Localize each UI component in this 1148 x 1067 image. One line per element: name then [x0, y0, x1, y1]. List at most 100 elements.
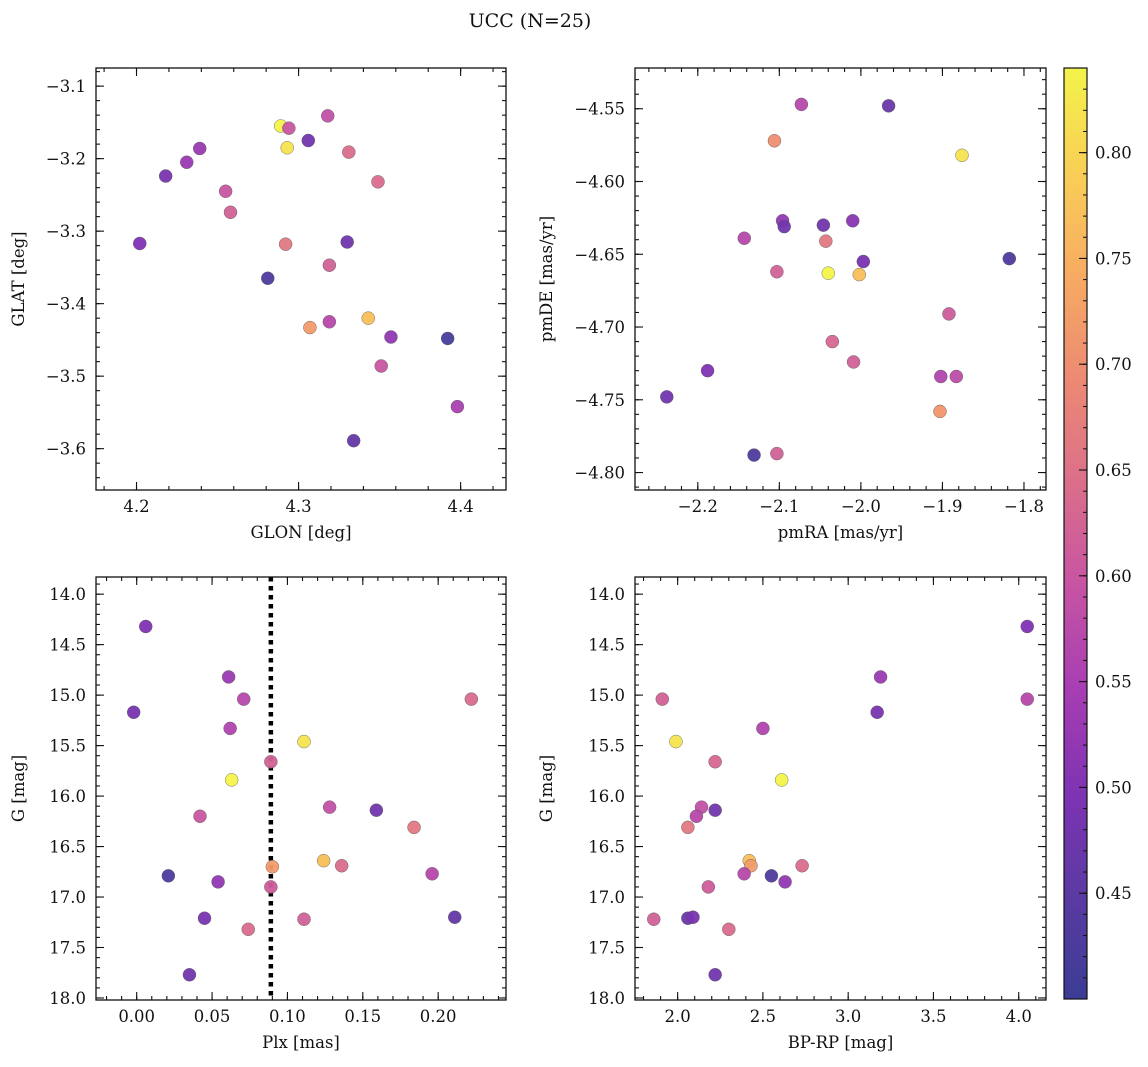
colorbar-tick-label: 0.50	[1095, 778, 1132, 797]
scatter-point	[297, 734, 311, 749]
scatter-point	[756, 721, 770, 736]
scatter-point	[852, 267, 866, 282]
y-tick-label: 15.0	[49, 686, 86, 705]
colorbar-tick-label: 0.55	[1095, 673, 1132, 692]
x-tick-label: 3.5	[920, 1007, 946, 1026]
x-tick-label: 2.0	[665, 1007, 691, 1026]
scatter-point	[770, 265, 784, 279]
scatter-point	[777, 219, 791, 234]
scatter-point	[241, 922, 255, 937]
scatter-point	[873, 670, 888, 684]
scatter-point	[297, 912, 311, 926]
y-tick-label: 15.0	[588, 686, 625, 705]
scatter-point	[708, 968, 722, 982]
x-tick-label: −1.9	[922, 497, 962, 516]
y-tick-label: −4.80	[574, 464, 625, 483]
scatter-point	[821, 266, 835, 280]
colorbar-tick-label: 0.70	[1095, 355, 1132, 374]
scatter-point	[133, 236, 147, 251]
scatter-point	[689, 809, 704, 823]
y-axis-label: GLAT [deg]	[9, 231, 28, 326]
scatter-point	[949, 369, 963, 384]
scatter-point	[425, 867, 439, 881]
scatter-point	[647, 912, 661, 926]
x-tick-label: 0.10	[269, 1007, 306, 1026]
axes-frame	[634, 576, 1047, 1001]
y-axis-label: pmDE [mas/yr]	[537, 216, 556, 342]
x-tick-label: −2.0	[841, 497, 881, 516]
scatter-points	[660, 97, 1017, 462]
y-tick-label: 16.0	[588, 787, 625, 806]
scatter-point	[669, 734, 683, 749]
figure-title: UCC (N=25)	[469, 10, 592, 32]
x-tick-label: 4.0	[1006, 1007, 1032, 1026]
scatter-panel-4: 2.0 2.5 3.0 3.5 4.0 14.0 14.5 15.0 15.5 16.0 16.5 1…	[537, 576, 1047, 1052]
y-tick-label: −3.1	[46, 77, 86, 96]
scatter-point	[139, 619, 153, 634]
scatter-points	[126, 619, 479, 982]
x-tick-label: −2.2	[678, 497, 718, 516]
scatter-point	[237, 692, 251, 706]
x-axis-label: GLON [deg]	[250, 523, 351, 542]
scatter-point	[361, 311, 375, 325]
x-tick-label: 0.05	[194, 1007, 231, 1026]
scatter-point	[794, 97, 809, 112]
y-axis-label: G [mag]	[9, 755, 28, 822]
scatter-point	[825, 334, 840, 349]
y-tick-label: −4.70	[574, 318, 625, 337]
scatter-point	[942, 307, 956, 321]
y-tick-label: 15.5	[49, 737, 86, 756]
x-axis-label: BP-RP [mag]	[788, 1033, 894, 1052]
scatter-point	[224, 773, 239, 787]
scatter-point	[346, 433, 361, 448]
y-tick-label: −3.2	[46, 150, 86, 169]
scatter-point	[448, 910, 462, 924]
scatter-point	[934, 369, 948, 384]
scatter-point	[342, 145, 356, 159]
y-tick-label: 16.5	[588, 838, 625, 857]
scatter-point	[681, 820, 695, 835]
y-tick-label: −4.65	[574, 245, 625, 264]
scatter-point	[737, 867, 751, 881]
scatter-point	[1002, 251, 1017, 266]
scatter-point	[265, 860, 280, 874]
scatter-point	[218, 184, 233, 198]
x-tick-label: 4.2	[123, 497, 149, 516]
scatter-point	[686, 910, 700, 924]
scatter-point	[407, 820, 421, 835]
scatter-point	[180, 155, 194, 169]
scatter-point	[158, 169, 173, 183]
scatter-point	[701, 880, 716, 894]
scatter-point	[795, 859, 809, 873]
x-tick-label: −1.8	[1004, 497, 1044, 516]
scatter-point	[334, 859, 349, 873]
colorbar: 0.45 0.50 0.55 0.60 0.65 0.70 0.75 0.80	[1063, 67, 1132, 1000]
scatter-point	[384, 330, 398, 344]
colorbar-tick-label: 0.45	[1095, 884, 1132, 903]
scatter-point	[819, 234, 833, 248]
scatter-point	[655, 692, 669, 706]
scatter-point	[280, 141, 294, 155]
scatter-point	[660, 390, 674, 404]
y-tick-label: −3.6	[46, 440, 86, 459]
scatter-point	[440, 331, 455, 346]
axis-ticks	[635, 68, 1046, 490]
scatter-point	[126, 705, 141, 719]
scatter-point	[193, 809, 207, 823]
axes-frame	[95, 67, 507, 491]
scatter-point	[223, 205, 238, 219]
scatter-point	[778, 875, 792, 889]
axis-ticks	[96, 577, 506, 1000]
scatter-panel-2: −2.2 −2.1 −2.0 −1.9 −1.8 −4.55 −4.60 −4.65 −4.70…	[537, 67, 1047, 542]
y-tick-label: 17.0	[588, 888, 625, 907]
scatter-point	[464, 692, 479, 706]
scatter-point	[193, 141, 207, 156]
x-tick-label: 0.20	[420, 1007, 457, 1026]
scatter-point	[182, 968, 197, 982]
y-tick-label: 18.0	[49, 989, 86, 1008]
y-tick-label: 17.5	[49, 939, 86, 958]
scatter-point	[261, 271, 275, 285]
y-axis-label: G [mag]	[537, 755, 556, 822]
y-tick-label: −3.5	[46, 367, 86, 386]
scatter-point	[747, 448, 761, 462]
